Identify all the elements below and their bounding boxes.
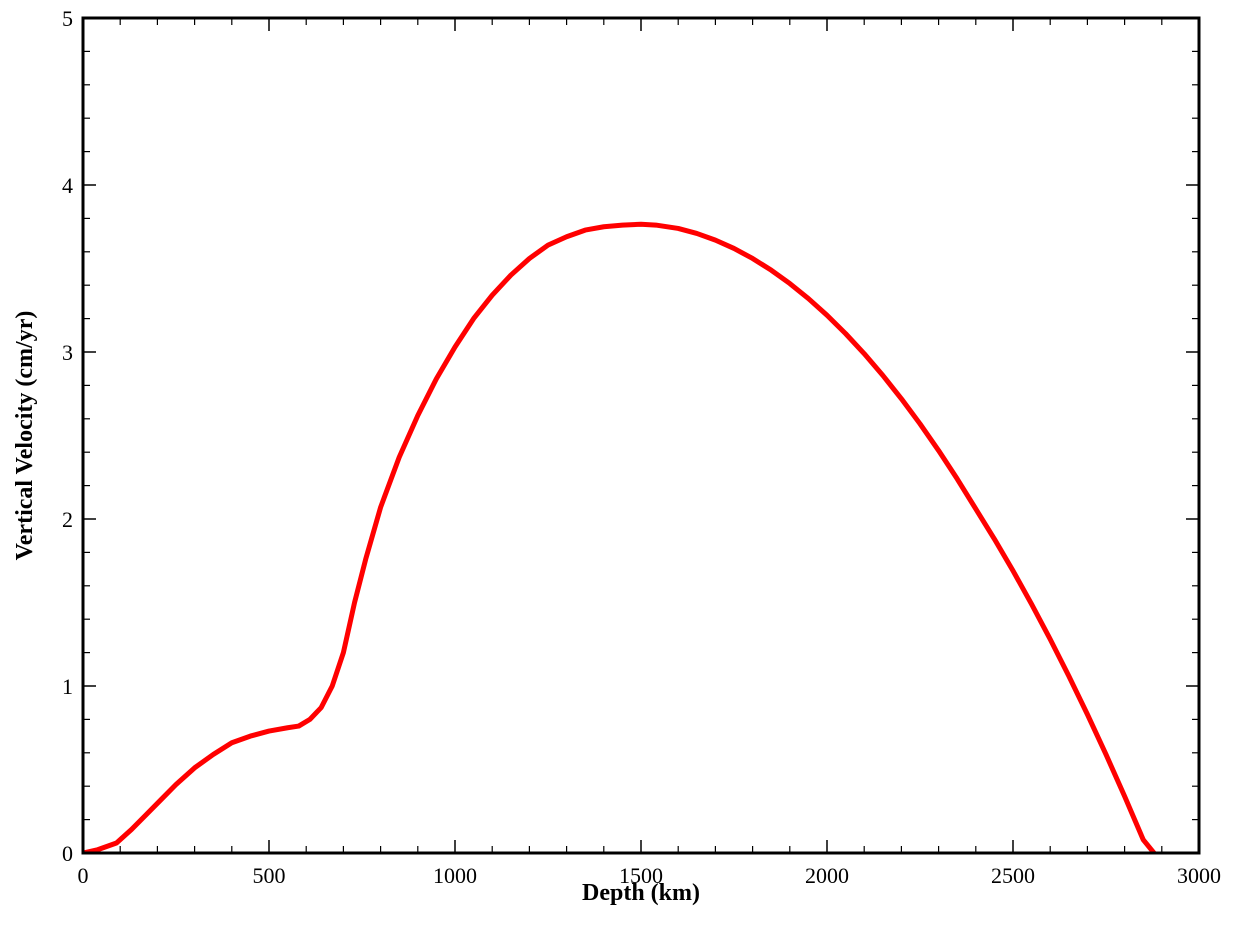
- plot-frame: [81, 16, 1201, 855]
- tick-labels: 0 500 1000 1500 2000 2500 3000 0 1 2 3 4 5: [62, 6, 1221, 888]
- x-tick-label: 3000: [1177, 863, 1221, 888]
- x-tick-label: 2500: [991, 863, 1035, 888]
- y-tick-label: 4: [62, 173, 73, 198]
- y-tick-label: 5: [62, 6, 73, 31]
- y-tick-label: 0: [62, 841, 73, 866]
- x-tick-label: 1000: [433, 863, 477, 888]
- plot-area: [83, 221, 1158, 853]
- x-tick-label: 500: [253, 863, 286, 888]
- y-axis-title: Vertical Velocity (cm/yr): [12, 311, 38, 561]
- y-tick-label: 3: [62, 340, 73, 365]
- x-tick-label: 0: [78, 863, 89, 888]
- y-tick-label: 1: [62, 674, 73, 699]
- x-tick-label: 1500: [619, 863, 663, 888]
- series-line-1: [83, 221, 1158, 853]
- tick-marks: [82, 17, 1200, 854]
- y-tick-label: 2: [62, 507, 73, 532]
- x-tick-label: 2000: [805, 863, 849, 888]
- x-axis-title: Depth (km): [582, 880, 700, 906]
